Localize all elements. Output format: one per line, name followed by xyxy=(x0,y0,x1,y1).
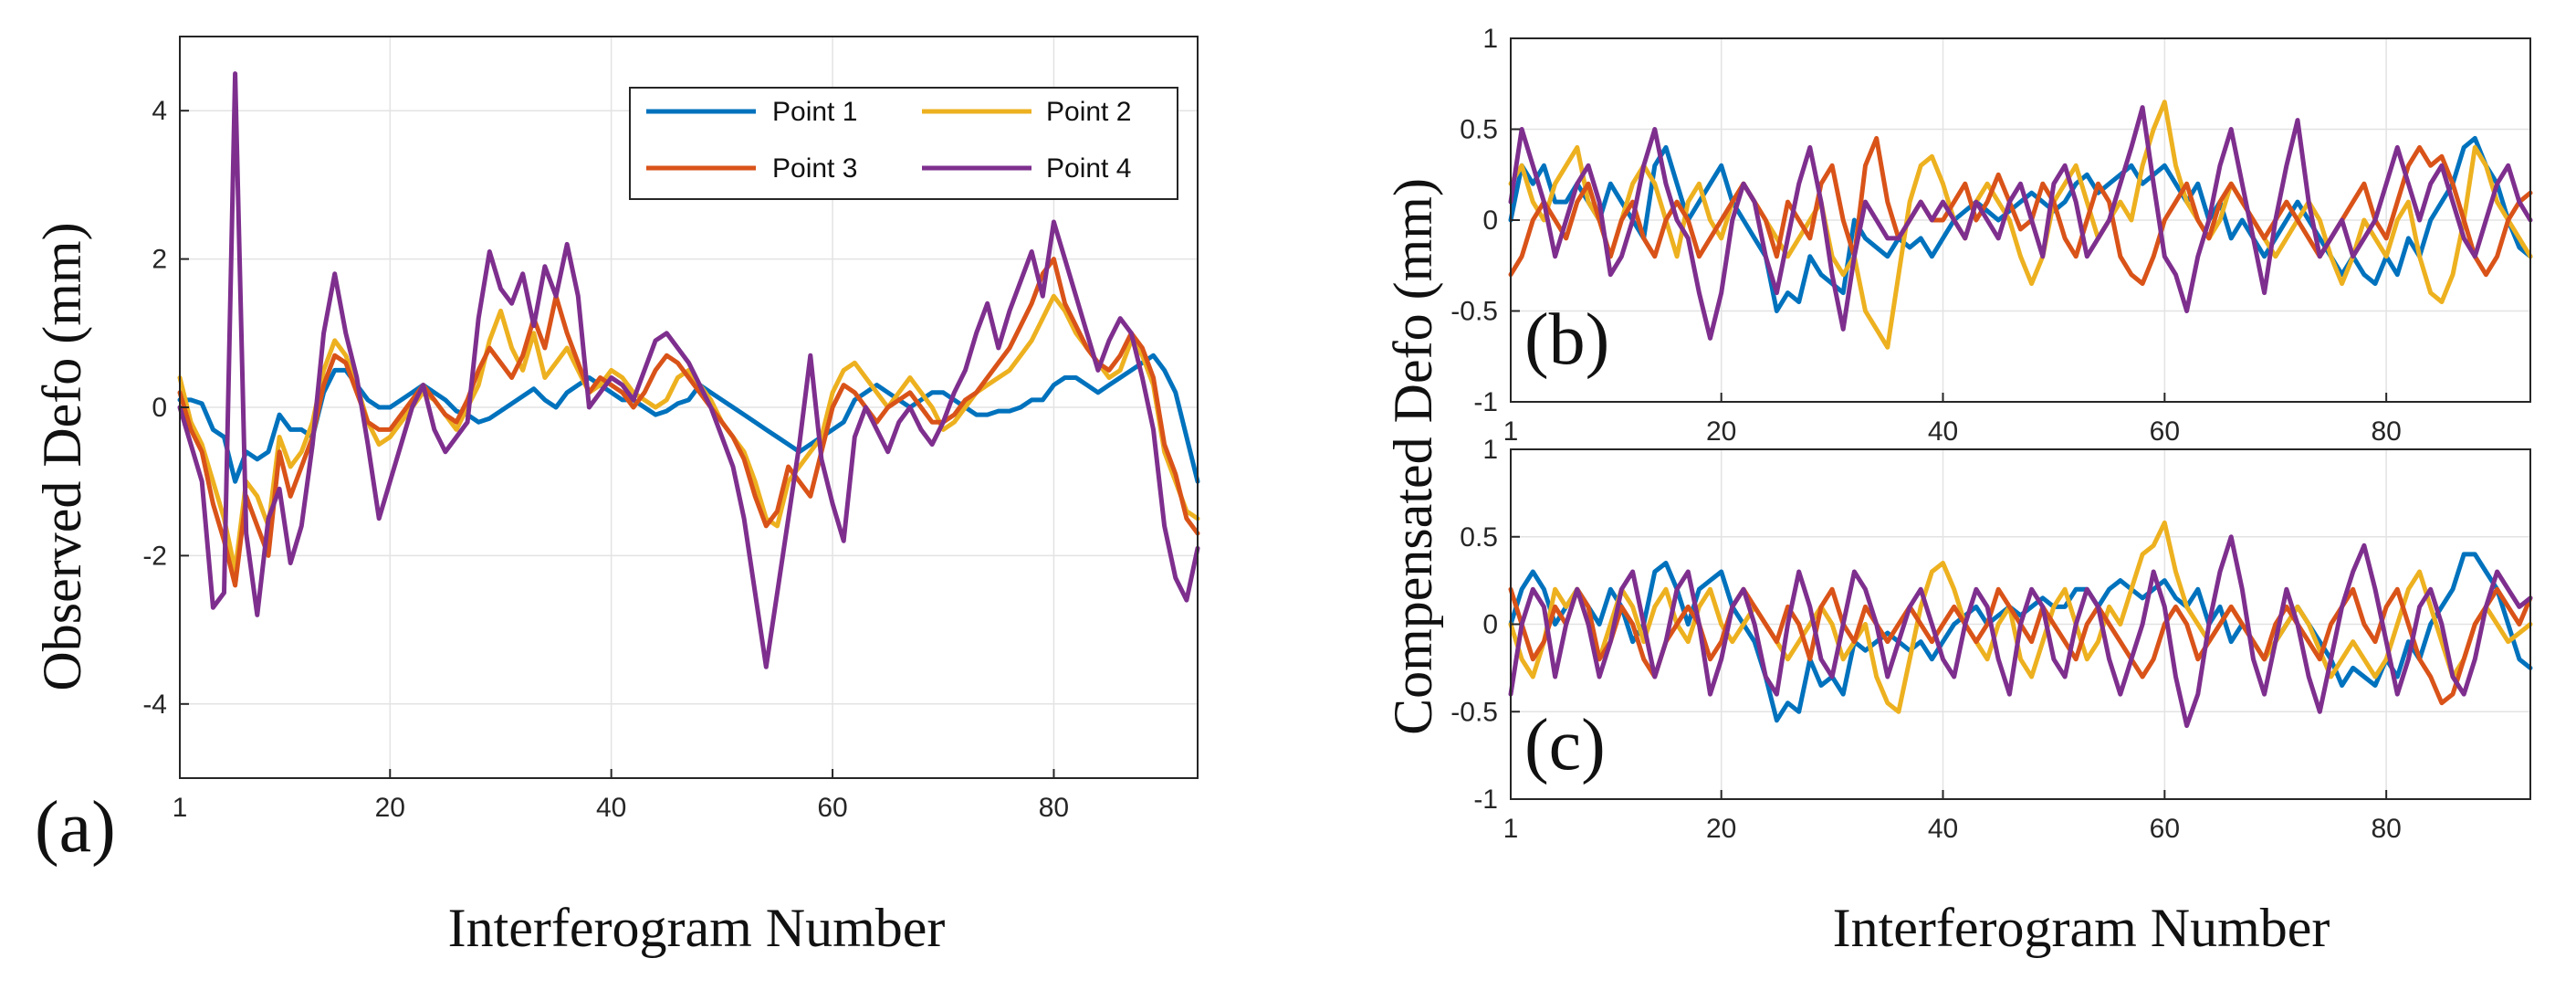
y-tick-label-c: -1 xyxy=(1473,785,1498,815)
series-line-c-point1 xyxy=(1508,552,2533,723)
x-tick-label-b: 80 xyxy=(2371,416,2401,447)
series-line-b-point4 xyxy=(1508,105,2533,341)
y-tick-label-b: 1 xyxy=(1482,24,1498,54)
legend-label-point1: Point 1 xyxy=(772,97,857,127)
panel-a-xlabel: Interferogram Number xyxy=(448,898,946,958)
x-tick-label-b: 20 xyxy=(1706,416,1736,447)
series-line-b-point1 xyxy=(1508,135,2533,313)
x-tick-label-a: 20 xyxy=(375,793,405,823)
panel-a-ylabel: Observed Defo (mm) xyxy=(32,222,92,690)
y-tick-label-b: -1 xyxy=(1473,387,1498,417)
x-tick-label-c: 60 xyxy=(2150,814,2180,844)
y-tick-label-b: 0 xyxy=(1482,205,1498,236)
y-tick-label-b: -0.5 xyxy=(1450,297,1498,327)
panel-a-label: (a) xyxy=(35,787,116,868)
series-line-c-point2 xyxy=(1508,520,2533,714)
series-line-a-point3 xyxy=(177,257,1200,588)
legend: Point 1 Point 2 Point 3 Point 4 xyxy=(629,87,1178,200)
panel-bc-ylabel: Compensated Defo (mm) xyxy=(1383,178,1443,735)
x-tick-label-a: 60 xyxy=(817,793,847,823)
y-tick-label-a: 2 xyxy=(152,245,167,275)
y-tick-label-c: 1 xyxy=(1482,435,1498,465)
panel-b: 1 20 40 60 80 -1 -0.5 0 0.5 1 xyxy=(1450,24,2533,447)
panel-c: 1 20 40 60 80 -1 -0.5 0 0.5 1 xyxy=(1450,435,2533,844)
legend-label-point4: Point 4 xyxy=(1046,153,1131,184)
x-tick-label-c: 80 xyxy=(2371,814,2401,844)
series-line-b-point3 xyxy=(1508,135,2533,287)
x-tick-label-b: 1 xyxy=(1503,416,1519,447)
x-tick-label-b: 40 xyxy=(1928,416,1958,447)
series-line-a-point2 xyxy=(177,293,1200,574)
legend-label-point2: Point 2 xyxy=(1046,97,1131,127)
x-tick-label-c: 40 xyxy=(1928,814,1958,844)
y-tick-label-a: -2 xyxy=(142,541,167,571)
series-line-a-point4 xyxy=(177,71,1200,669)
y-tick-label-a: 0 xyxy=(152,393,167,423)
y-tick-label-a: 4 xyxy=(152,96,167,126)
panel-b-label: (b) xyxy=(1524,300,1609,380)
x-tick-label-a: 1 xyxy=(173,793,188,823)
x-tick-label-c: 20 xyxy=(1706,814,1736,844)
y-tick-label-b: 0.5 xyxy=(1460,115,1498,145)
x-tick-label-a: 80 xyxy=(1039,793,1069,823)
y-tick-label-c: -0.5 xyxy=(1450,697,1498,727)
x-tick-label-a: 40 xyxy=(596,793,626,823)
legend-label-point3: Point 3 xyxy=(772,153,857,184)
y-tick-label-c: 0 xyxy=(1482,610,1498,640)
x-tick-label-c: 1 xyxy=(1503,814,1519,844)
series-line-c-point4 xyxy=(1508,534,2533,729)
y-tick-label-a: -4 xyxy=(142,690,167,720)
x-tick-label-b: 60 xyxy=(2150,416,2180,447)
panel-bc-xlabel: Interferogram Number xyxy=(1833,898,2330,958)
series-line-b-point2 xyxy=(1508,100,2533,350)
panel-c-label: (c) xyxy=(1524,705,1606,785)
legend-box xyxy=(629,87,1178,200)
y-tick-label-c: 0.5 xyxy=(1460,522,1498,553)
